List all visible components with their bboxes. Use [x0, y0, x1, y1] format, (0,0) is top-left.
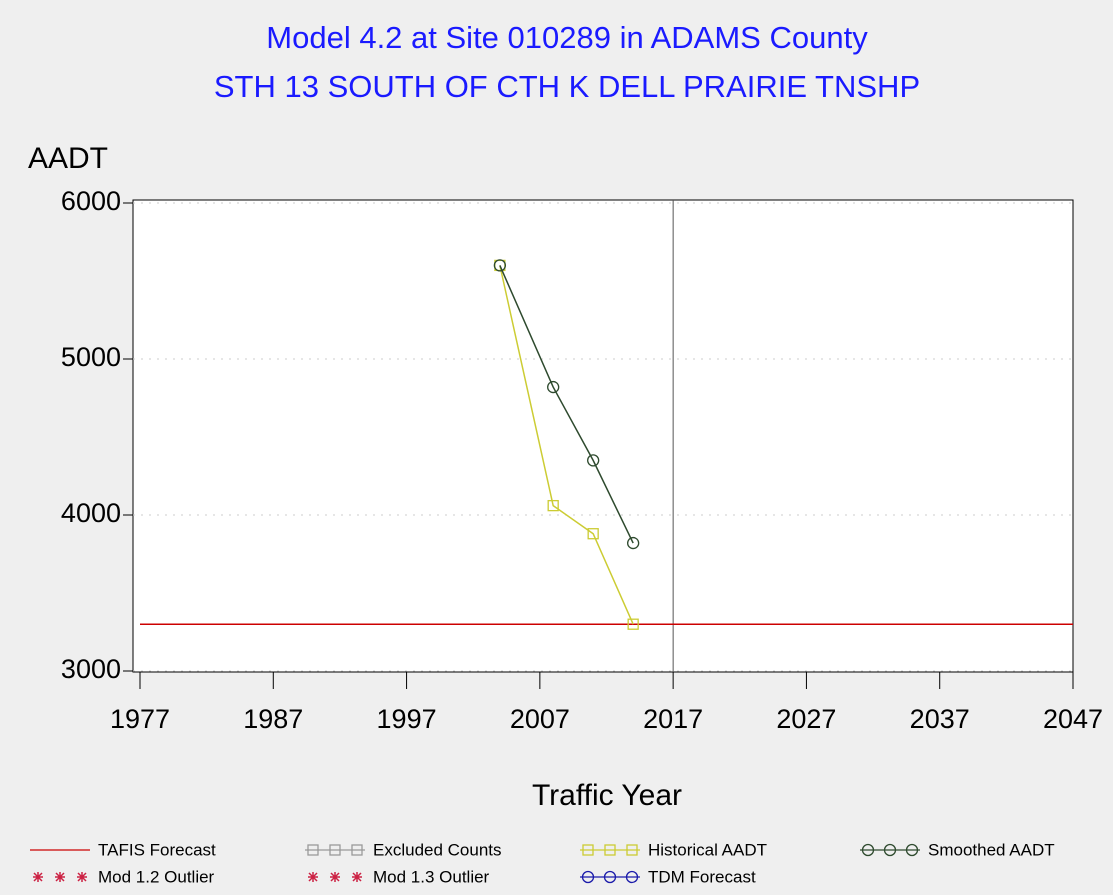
legend-marker [33, 872, 43, 882]
x-tick-label: 2027 [776, 704, 836, 734]
legend-marker [307, 844, 319, 856]
y-tick-label: 6000 [61, 186, 121, 216]
y-tick-label: 5000 [61, 342, 121, 372]
series-line [499, 265, 634, 625]
marker [627, 536, 640, 550]
legend-marker [625, 870, 639, 884]
plot-area [132, 199, 1074, 673]
y-tick-label: 3000 [61, 654, 121, 684]
marker [587, 528, 599, 540]
legend-label: TDM Forecast [648, 867, 756, 886]
legend-label: TAFIS Forecast [98, 840, 216, 859]
legend-marker [308, 872, 318, 882]
legend-marker [626, 844, 638, 856]
marker [627, 618, 639, 630]
y-axis-label: AADT [28, 142, 108, 175]
legend-marker [329, 844, 341, 856]
legend-marker [55, 872, 65, 882]
legend-marker [604, 844, 616, 856]
x-axis-label: Traffic Year [532, 779, 682, 812]
marker [587, 454, 600, 467]
legend-label: Mod 1.2 Outlier [98, 867, 215, 886]
legend-marker [581, 870, 595, 884]
x-tick-label: 1977 [110, 704, 170, 734]
legend-label: Smoothed AADT [928, 840, 1055, 859]
legend-marker [582, 844, 594, 856]
x-tick-label: 1987 [243, 704, 303, 734]
marker [547, 380, 560, 394]
legend-marker [861, 843, 875, 857]
legend-marker [905, 843, 919, 857]
legend-marker [351, 844, 363, 856]
y-tick-label: 4000 [61, 498, 121, 528]
x-tick-label: 2007 [510, 704, 570, 734]
legend-marker [330, 872, 340, 882]
chart-title: Model 4.2 at Site 010289 in ADAMS County [266, 20, 868, 55]
legend-marker [77, 872, 87, 882]
marker [493, 259, 507, 272]
x-tick-label: 2017 [643, 704, 703, 734]
legend-marker [352, 872, 362, 882]
series-line [499, 265, 634, 544]
marker [547, 499, 559, 512]
x-tick-label: 2037 [910, 704, 970, 734]
legend-marker [883, 843, 897, 857]
legend-label: Historical AADT [648, 840, 767, 859]
legend-marker [603, 870, 617, 884]
chart-subtitle: STH 13 SOUTH OF CTH K DELL PRAIRIE TNSHP [214, 69, 920, 104]
x-tick-label: 2047 [1043, 704, 1103, 734]
legend-label: Excluded Counts [373, 840, 502, 859]
legend-label: Mod 1.3 Outlier [373, 867, 490, 886]
x-tick-label: 1997 [377, 704, 437, 734]
